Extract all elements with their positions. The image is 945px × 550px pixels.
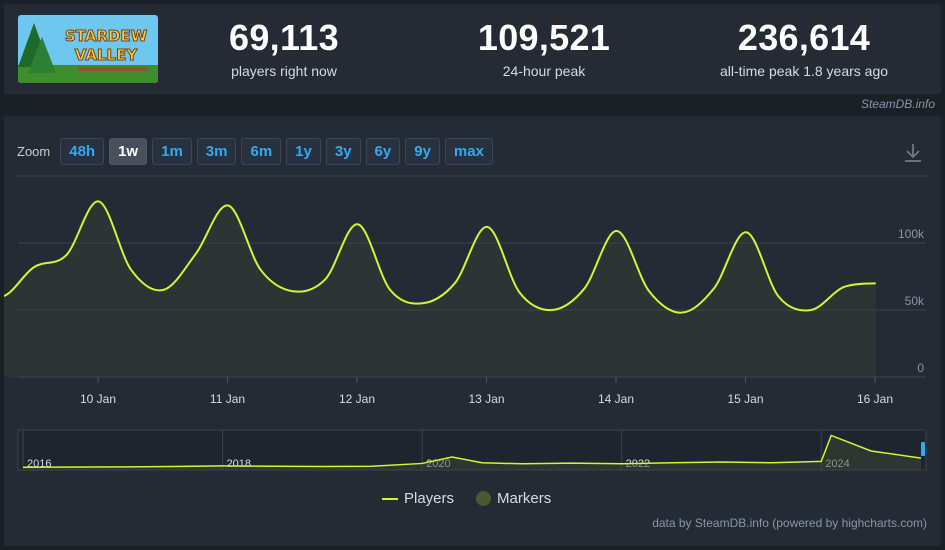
all-time-peak-label: all-time peak 1.8 years ago bbox=[719, 63, 889, 79]
legend-markers[interactable]: Markers bbox=[476, 490, 551, 507]
legend-players[interactable]: Players bbox=[382, 490, 454, 507]
x-tick-label: 12 Jan bbox=[339, 392, 375, 406]
24h-peak-value: 109,521 bbox=[477, 17, 611, 58]
players-line-icon bbox=[382, 497, 398, 500]
navigator-line bbox=[22, 434, 922, 468]
current-players-stat: 69,113 players right now bbox=[194, 18, 374, 80]
zoom-1y-button[interactable]: 1y bbox=[286, 137, 321, 165]
zoom-48h-button[interactable]: 48h bbox=[60, 137, 105, 165]
zoom-3m-button[interactable]: 3m bbox=[196, 137, 237, 165]
chart-panel: Zoom 48h 1w 1m 3m 6m 1y 3y 6y 9y max 0 50… bbox=[4, 116, 941, 546]
zoom-1m-button[interactable]: 1m bbox=[152, 137, 192, 165]
logo-text-line1: STARDEW bbox=[65, 27, 148, 45]
current-players-label: players right now bbox=[231, 63, 337, 79]
24h-peak-label: 24-hour peak bbox=[502, 63, 586, 79]
y-tick-label: 50k bbox=[905, 294, 925, 308]
x-tick-label: 10 Jan bbox=[80, 392, 116, 406]
download-icon[interactable] bbox=[903, 142, 923, 164]
y-tick-label: 100k bbox=[898, 227, 925, 241]
x-tick-label: 14 Jan bbox=[598, 392, 634, 406]
x-tick-label: 13 Jan bbox=[468, 392, 504, 406]
zoom-controls: Zoom 48h 1w 1m 3m 6m 1y 3y 6y 9y max bbox=[17, 137, 493, 165]
players-area-fill bbox=[4, 201, 876, 377]
legend-markers-label: Markers bbox=[497, 490, 552, 507]
chart-credits[interactable]: data by SteamDB.info (powered by highcha… bbox=[652, 516, 927, 530]
game-logo[interactable]: STARDEW VALLEY bbox=[18, 15, 158, 83]
zoom-9y-button[interactable]: 9y bbox=[405, 137, 440, 165]
navigator-handle bbox=[921, 442, 925, 456]
zoom-3y-button[interactable]: 3y bbox=[325, 137, 361, 165]
markers-dot-icon bbox=[476, 491, 492, 506]
legend-players-label: Players bbox=[404, 490, 455, 507]
x-tick-label: 16 Jan bbox=[857, 392, 893, 406]
source-tag[interactable]: SteamDB.info bbox=[860, 97, 935, 111]
chart-legend: Players Markers bbox=[382, 490, 551, 507]
zoom-max-button[interactable]: max bbox=[444, 137, 493, 165]
all-time-peak-value: 236,614 bbox=[737, 17, 871, 58]
x-tick-label: 11 Jan bbox=[210, 392, 245, 406]
navigator-area bbox=[22, 435, 922, 470]
zoom-label: Zoom bbox=[17, 143, 51, 159]
y-tick-label: 0 bbox=[917, 361, 924, 375]
logo-text-line2: VALLEY bbox=[75, 46, 139, 64]
x-tick-label: 15 Jan bbox=[727, 392, 763, 406]
stats-panel: STARDEW VALLEY 69,113 players right now … bbox=[4, 4, 941, 94]
all-time-peak-stat: 236,614 all-time peak 1.8 years ago bbox=[694, 18, 914, 80]
current-players-value: 69,113 bbox=[229, 17, 339, 58]
zoom-1w-button[interactable]: 1w bbox=[109, 137, 148, 165]
zoom-6m-button[interactable]: 6m bbox=[241, 137, 282, 165]
zoom-6y-button[interactable]: 6y bbox=[365, 137, 401, 165]
24h-peak-stat: 109,521 24-hour peak bbox=[454, 18, 634, 80]
player-chart[interactable]: 0 50k 100k 10 Jan 11 Jan 12 Jan 13 Jan 14 Jan 15… bbox=[4, 116, 941, 486]
players-line bbox=[4, 200, 876, 314]
